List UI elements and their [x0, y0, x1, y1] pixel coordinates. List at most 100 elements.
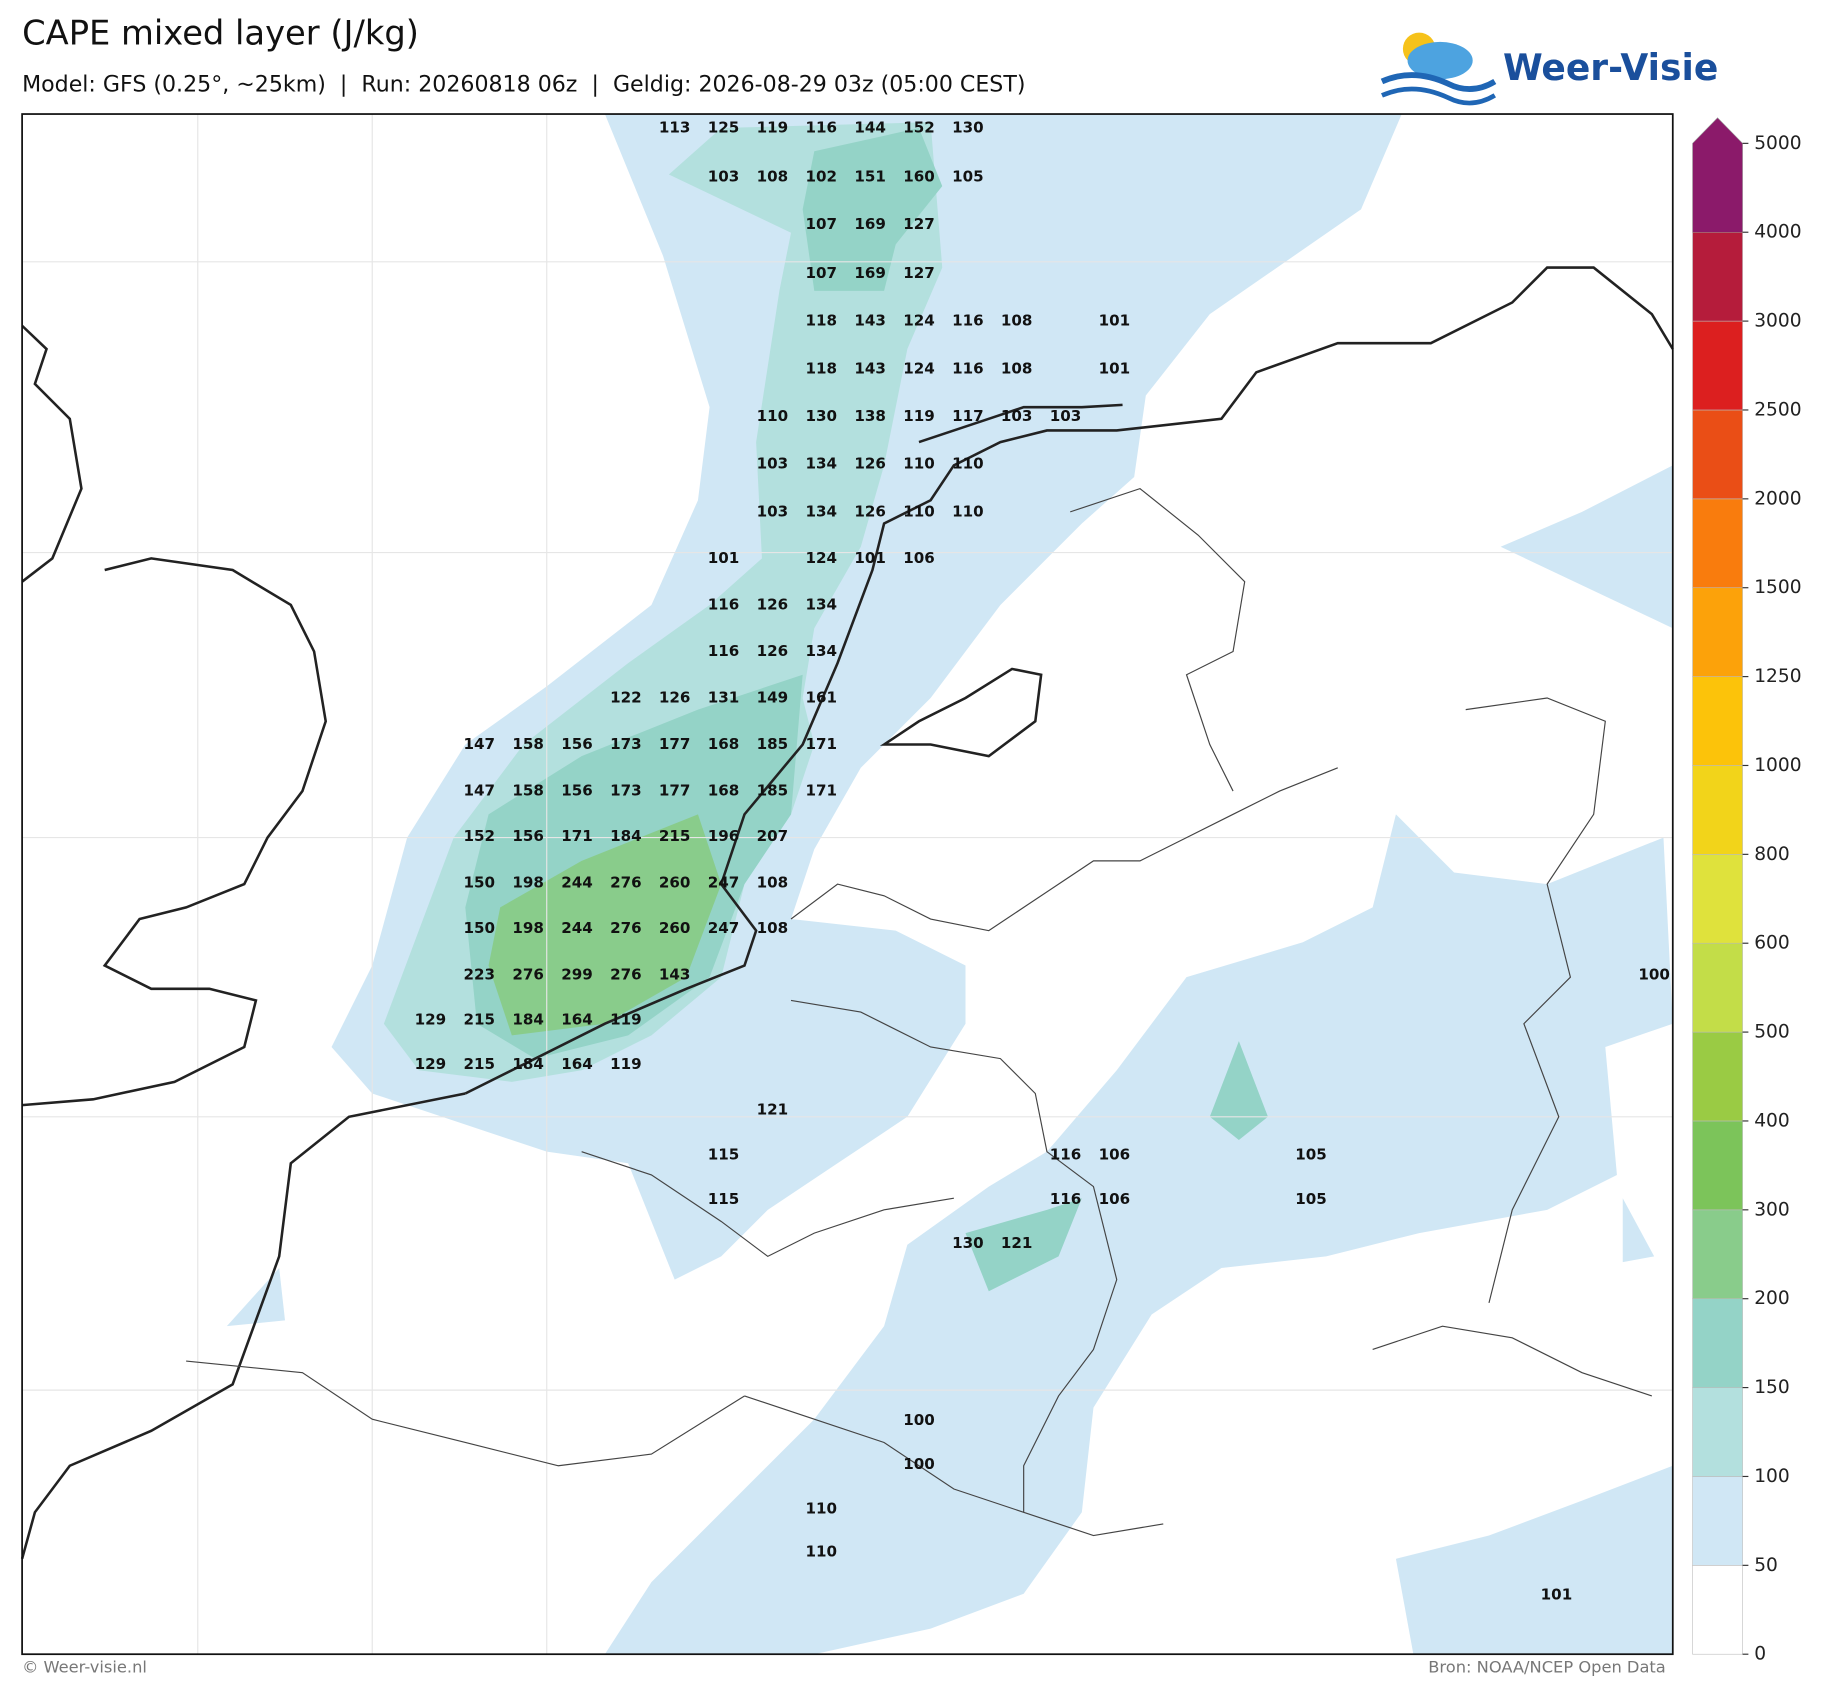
cape-value: 168	[708, 735, 740, 753]
cape-value: 103	[757, 455, 789, 473]
cape-value: 118	[805, 312, 837, 330]
cape-value: 119	[610, 1011, 642, 1029]
cape-value: 260	[659, 919, 691, 937]
cape-value: 134	[805, 595, 837, 613]
cape-value: 215	[463, 1011, 495, 1029]
cape-value: 105	[1295, 1146, 1327, 1164]
cape-value: 108	[1001, 359, 1033, 377]
cape-value: 152	[463, 827, 495, 845]
colorbar-tick-label: 500	[1754, 1022, 1790, 1043]
cape-value: 110	[903, 502, 935, 520]
cape-value: 101	[1099, 312, 1131, 330]
cape-value: 116	[708, 595, 740, 613]
cape-value: 150	[463, 873, 495, 891]
cape-value: 108	[757, 919, 789, 937]
cape-value: 116	[952, 359, 984, 377]
cape-value: 101	[1541, 1585, 1573, 1603]
cape-value: 121	[1001, 1234, 1033, 1252]
cape-value: 151	[854, 167, 886, 185]
cape-value: 110	[805, 1542, 837, 1560]
colorbar-tick-label: 5000	[1754, 133, 1801, 154]
cape-value: 127	[903, 264, 935, 282]
cape-value: 247	[708, 873, 740, 891]
cape-value: 161	[805, 689, 837, 707]
cape-value: 169	[854, 264, 886, 282]
colorbar-band	[1692, 1031, 1743, 1122]
colorbar-band	[1692, 942, 1743, 1033]
cape-value: 168	[708, 782, 740, 800]
cape-value: 138	[854, 407, 886, 425]
cape-value: 130	[952, 119, 984, 137]
cape-value: 196	[708, 827, 740, 845]
cape-value: 150	[463, 919, 495, 937]
cape-value: 119	[610, 1055, 642, 1073]
colorbar-band	[1692, 1565, 1743, 1655]
logo: Weer-Visie	[1380, 32, 1718, 106]
cape-value: 113	[659, 119, 691, 137]
cape-value: 198	[512, 873, 544, 891]
colorbar-tick-label: 0	[1754, 1644, 1766, 1665]
cape-value: 171	[805, 735, 837, 753]
colorbar-band	[1692, 676, 1743, 766]
cape-value: 110	[952, 502, 984, 520]
cape-value: 110	[903, 455, 935, 473]
cape-value: 101	[854, 549, 886, 567]
colorbar-band	[1692, 1209, 1743, 1300]
cape-value: 184	[512, 1055, 544, 1073]
cape-value: 158	[512, 735, 544, 753]
cape-value: 177	[659, 782, 691, 800]
cape-value: 100	[1638, 965, 1670, 983]
cape-value: 171	[561, 827, 593, 845]
cape-value: 124	[903, 359, 935, 377]
cape-value: 299	[561, 965, 593, 983]
cape-value: 121	[757, 1100, 789, 1118]
cape-value: 143	[659, 965, 691, 983]
cape-value: 108	[1001, 312, 1033, 330]
cape-value: 118	[805, 359, 837, 377]
cape-value: 215	[659, 827, 691, 845]
cape-value: 215	[463, 1055, 495, 1073]
cape-value: 260	[659, 873, 691, 891]
cape-value: 276	[512, 965, 544, 983]
title: CAPE mixed layer (J/kg)	[22, 13, 419, 52]
cape-value: 126	[659, 689, 691, 707]
cape-value: 100	[903, 1411, 935, 1429]
colorbar-band	[1692, 587, 1743, 677]
cape-value: 156	[561, 782, 593, 800]
cape-value: 158	[512, 782, 544, 800]
colorbar-tick-label: 600	[1754, 933, 1790, 954]
cape-value: 110	[805, 1499, 837, 1517]
cape-value: 119	[903, 407, 935, 425]
colorbar-tick-label: 3000	[1754, 311, 1801, 332]
cape-value: 244	[561, 873, 593, 891]
cape-value: 130	[805, 407, 837, 425]
colorbar-tick-label: 1500	[1754, 577, 1801, 598]
borders	[186, 487, 1653, 1537]
colorbar-band	[1692, 498, 1743, 589]
colorbar-band	[1692, 409, 1743, 500]
cape-value: 116	[1050, 1190, 1082, 1208]
cape-value: 129	[415, 1011, 447, 1029]
cape-value: 110	[952, 455, 984, 473]
cape-value: 185	[757, 735, 789, 753]
subtitle: Model: GFS (0.25°, ~25km) | Run: 2026081…	[22, 71, 1025, 97]
cape-value: 122	[610, 689, 642, 707]
cape-value: 185	[757, 782, 789, 800]
colorbar-tick-label: 2500	[1754, 399, 1801, 420]
cape-value: 247	[708, 919, 740, 937]
cape-value: 244	[561, 919, 593, 937]
cape-value: 108	[757, 873, 789, 891]
cape-value: 173	[610, 735, 642, 753]
colorbar-band	[1692, 117, 1743, 233]
cape-value: 184	[610, 827, 642, 845]
colorbar-band	[1692, 320, 1743, 411]
cape-value: 108	[757, 167, 789, 185]
cape-value: 156	[512, 827, 544, 845]
colorbar-tick-label: 800	[1754, 844, 1790, 865]
colorbar-tick-label: 2000	[1754, 488, 1801, 509]
cape-value: 107	[805, 264, 837, 282]
cape-value: 105	[952, 167, 984, 185]
colorbar: 0 50 100 150 200 300 400 500 600 800 1000 1250 1500 2…	[1692, 117, 1802, 1665]
cape-value: 126	[757, 642, 789, 660]
